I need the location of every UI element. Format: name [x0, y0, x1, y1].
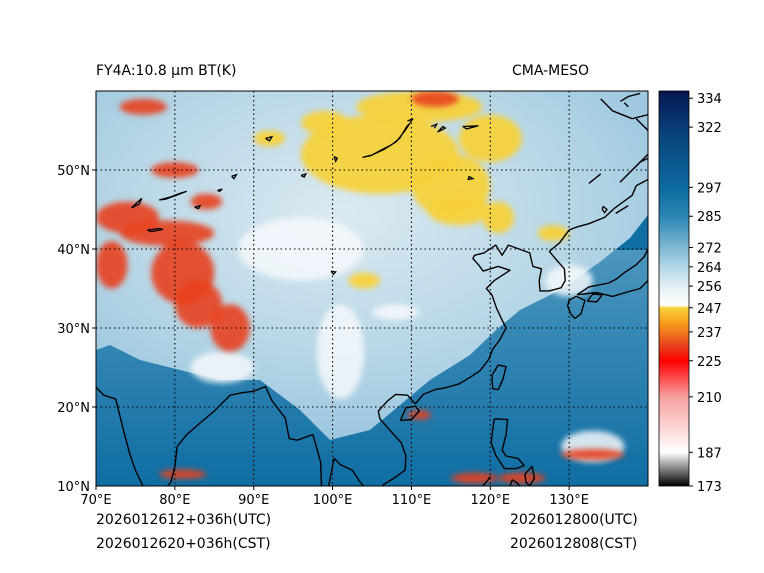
- coastline-segment: [586, 293, 603, 303]
- cloud-white-patch: [190, 351, 254, 384]
- lake-outline: [147, 227, 164, 233]
- coastline-segment: [615, 205, 629, 214]
- lake-outline: [158, 190, 187, 201]
- white-cloud-layer: [190, 217, 625, 463]
- valid-utc-label: 2026012800(UTC): [510, 512, 638, 528]
- cloud-warm-patch: [253, 130, 286, 147]
- cloud-cold-patch: [174, 280, 223, 328]
- coastline-segment: [96, 385, 323, 486]
- lat-tick-label: 50°N: [57, 164, 90, 179]
- lake-outline: [467, 175, 475, 181]
- lake-outline: [362, 122, 411, 159]
- coastline-segment: [485, 476, 491, 483]
- colorbar-bar: [659, 91, 689, 486]
- colorbar-tick-label: 272: [697, 242, 722, 257]
- colorbar-tick-label: 334: [697, 92, 722, 107]
- left-title: FY4A:10.8 µm BT(K): [96, 63, 237, 79]
- lon-tick-label: 120°E: [471, 493, 511, 508]
- lat-tick-label: 30°N: [57, 322, 90, 337]
- latitude-tick-labels: 20°N 30°N 40°N 50°N 10°N: [57, 164, 96, 495]
- coastline-segment: [509, 479, 521, 486]
- colorbar-tick-label: 264: [697, 261, 722, 276]
- longitude-tick-labels: 70°E 80°E 90°E 100°E 110°E 120°E 130°E: [80, 486, 589, 508]
- cloud-cold-patch: [561, 448, 625, 460]
- lat-tick-label: 40°N: [57, 243, 90, 258]
- colorbar-tick-label: 225: [697, 355, 722, 370]
- init-cst-label: 2026012620+036h(CST): [96, 536, 271, 552]
- lon-tick-label: 70°E: [80, 493, 111, 508]
- lon-tick-label: 80°E: [159, 493, 190, 508]
- lake-outline: [462, 125, 479, 130]
- lake-outline: [265, 135, 274, 142]
- colorbar-tick-label: 297: [697, 181, 722, 196]
- colorbar-tick-label: 210: [697, 391, 722, 406]
- colorbar-tick-label: 256: [697, 280, 722, 295]
- coastline-segment: [620, 92, 641, 102]
- colorbar-tick-label: 285: [697, 210, 722, 225]
- colorbar-tick-label: 237: [697, 326, 722, 341]
- cloud-cold-patch: [119, 220, 215, 246]
- colorbar-tick-label: 173: [697, 480, 722, 495]
- cloud-warm-patch: [482, 201, 514, 234]
- coastline-segment: [399, 405, 420, 422]
- cloud-cold-patch: [210, 304, 250, 352]
- valid-cst-label: 2026012808(CST): [510, 536, 638, 552]
- cold-cloud-layer: [96, 91, 625, 484]
- lat-edge-label: 10°N: [57, 480, 90, 495]
- coastline-segment: [491, 364, 507, 391]
- colorbar-tick-label: 322: [697, 121, 722, 136]
- cloud-cold-patch: [96, 241, 128, 289]
- lake-outline: [330, 270, 338, 276]
- cloud-cold-patch: [498, 472, 546, 484]
- lake-outline: [300, 172, 308, 178]
- cloud-warm-patch: [301, 110, 349, 135]
- colorbar-tick-label: 187: [697, 446, 722, 461]
- cloud-cold-patch: [411, 91, 459, 107]
- coastline-segment: [623, 102, 629, 108]
- cloud-white-patch: [237, 217, 365, 281]
- cloud-white-patch: [372, 304, 420, 321]
- right-title: CMA-MESO: [512, 63, 590, 79]
- coastline-segment: [635, 118, 648, 131]
- cloud-cold-patch: [151, 162, 199, 178]
- gridlines: [96, 91, 648, 486]
- cloud-warm-patch: [348, 272, 380, 289]
- coastline-segment: [588, 173, 602, 184]
- coastline-segment: [524, 465, 536, 486]
- lon-tick-label: 90°E: [238, 493, 269, 508]
- colorbar: 334 322 297 285 272 264 256 247 237 225 210 187 173: [658, 90, 722, 495]
- cloud-warm-patch: [427, 193, 491, 226]
- map-frame: [95, 90, 649, 487]
- coastline-segment: [600, 98, 648, 120]
- coastline-segment: [619, 153, 648, 183]
- lake-outline: [217, 188, 223, 193]
- cloud-cold-patch: [119, 98, 167, 115]
- cloud-cold-patch: [159, 469, 207, 479]
- lake-outline: [231, 173, 238, 180]
- lake-outline: [430, 122, 439, 129]
- coastline-segment: [576, 248, 648, 298]
- lake-outline: [437, 125, 447, 133]
- lake-outline: [194, 204, 202, 210]
- lake-outline: [131, 197, 143, 209]
- colorbar-tick-label: 247: [697, 302, 722, 317]
- coastline-segment: [566, 295, 586, 320]
- cloud-warm-patch: [537, 225, 570, 242]
- cloud-cold-patch: [450, 472, 499, 484]
- lake-outline: [601, 205, 608, 214]
- init-utc-label: 2026012612+036h(UTC): [96, 512, 272, 528]
- brightness-temperature-map: [96, 91, 648, 486]
- colorbar-frame: [658, 90, 690, 487]
- lon-tick-label: 130°E: [549, 493, 589, 508]
- lakes: [131, 118, 608, 276]
- coastline-segment: [490, 418, 525, 470]
- cloud-white-patch: [316, 304, 365, 400]
- lat-tick-label: 20°N: [57, 401, 90, 416]
- colorbar-ticks: 334 322 297 285 272 264 256 247 237 225 210 187 173: [689, 92, 722, 495]
- lon-tick-label: 100°E: [313, 493, 353, 508]
- lon-tick-label: 110°E: [392, 493, 432, 508]
- lake-outline: [407, 118, 414, 124]
- lake-outline: [333, 156, 339, 163]
